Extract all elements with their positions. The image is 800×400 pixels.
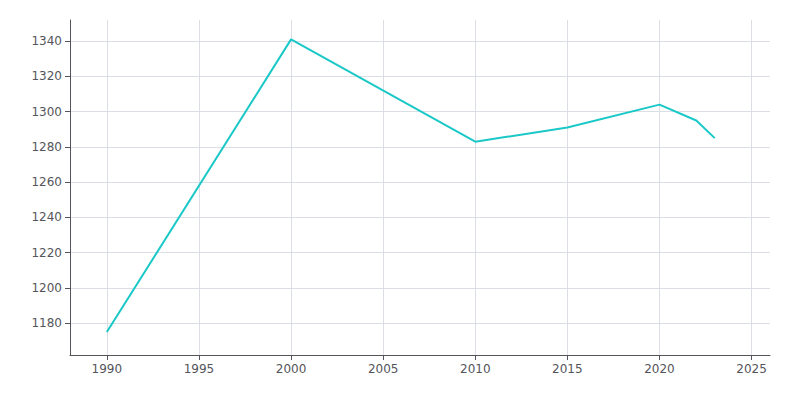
svg-text:1995: 1995 [184,362,215,376]
svg-text:1260: 1260 [31,175,62,189]
svg-text:2025: 2025 [736,362,767,376]
svg-text:1300: 1300 [31,105,62,119]
svg-text:2020: 2020 [644,362,675,376]
svg-text:1240: 1240 [31,210,62,224]
svg-text:1200: 1200 [31,281,62,295]
svg-text:1340: 1340 [31,34,62,48]
svg-text:1320: 1320 [31,69,62,83]
svg-text:2000: 2000 [276,362,307,376]
svg-text:1280: 1280 [31,140,62,154]
svg-text:1990: 1990 [92,362,123,376]
svg-text:2010: 2010 [460,362,491,376]
svg-text:1220: 1220 [31,246,62,260]
svg-text:1180: 1180 [31,316,62,330]
svg-text:2015: 2015 [552,362,583,376]
svg-text:2005: 2005 [368,362,399,376]
